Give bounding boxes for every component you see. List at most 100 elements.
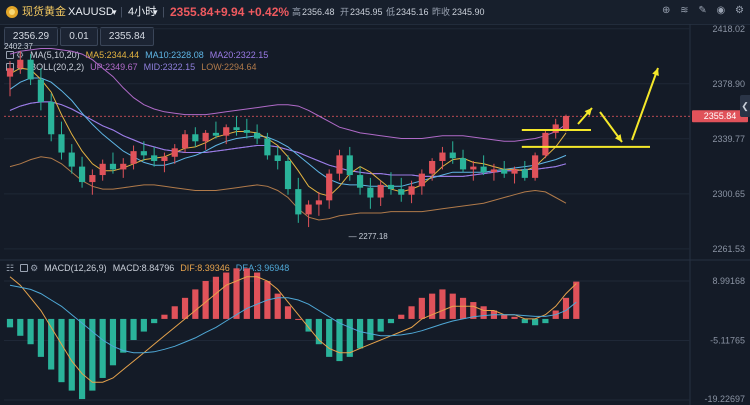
projection-arrow-down-head xyxy=(614,134,622,142)
candle-body xyxy=(490,169,498,173)
boll-mid-value: MID:2322.15 xyxy=(143,62,196,72)
candle xyxy=(439,146,446,170)
macd-bar xyxy=(532,318,539,326)
settings-mini-icon[interactable]: ⚙ xyxy=(30,263,39,273)
macd-bar xyxy=(171,306,178,319)
macd-legend: ☷ ⚙ MACD(12,26,9) MACD:8.84796 DIF:8.39346 DE… xyxy=(6,263,295,274)
macd-bar xyxy=(326,318,333,357)
boll-title: BOLL(20,2,2) xyxy=(30,62,85,72)
macd-title: MACD(12,26,9) xyxy=(44,263,107,273)
candle xyxy=(99,159,106,181)
candle-body xyxy=(140,151,147,156)
crosshair-icon[interactable]: ⊕ xyxy=(662,5,671,16)
macd-bar xyxy=(439,289,446,319)
collapse-icon[interactable] xyxy=(6,51,14,59)
symbol-code[interactable]: XAUUSD xyxy=(68,6,114,18)
candle xyxy=(552,118,559,139)
candle xyxy=(367,177,374,209)
candle-body xyxy=(243,130,250,133)
sell-price-box[interactable]: 2356.29 xyxy=(4,27,58,46)
last-price: 2355.84 xyxy=(170,5,214,19)
buy-price-box[interactable]: 2355.84 xyxy=(100,27,154,46)
macd-tick-label: -5.11765 xyxy=(710,336,745,346)
eye-icon[interactable]: ☷ xyxy=(6,263,15,273)
macd-bar xyxy=(6,318,14,328)
open-value: 2345.95 xyxy=(350,7,383,17)
candle xyxy=(429,158,436,181)
candle-body xyxy=(532,155,539,178)
candle xyxy=(37,68,44,111)
high-value: 2356.48 xyxy=(302,7,335,17)
macd-bar xyxy=(429,293,436,319)
candle-body xyxy=(161,156,168,161)
candle xyxy=(171,144,178,164)
candle-body xyxy=(377,184,384,198)
collapse-panel-button[interactable]: ❮ xyxy=(740,95,750,117)
candle xyxy=(490,163,498,181)
candle-body xyxy=(336,155,343,174)
candle-body xyxy=(109,163,117,170)
price-change-pct: +0.42% xyxy=(248,5,290,19)
candle xyxy=(346,146,353,181)
drawing-icon[interactable]: ✎ xyxy=(698,5,707,16)
candle xyxy=(151,146,158,167)
macd-bar xyxy=(367,318,374,341)
projection-arrow-up-1 xyxy=(577,107,593,125)
candle xyxy=(408,180,415,204)
candle xyxy=(356,166,364,195)
ma-title: MA(5,10,20) xyxy=(30,50,80,60)
timeframe-chevron-icon[interactable]: ▾ xyxy=(153,7,158,17)
macd-bar xyxy=(130,318,137,341)
candle-body xyxy=(37,79,44,102)
candle xyxy=(274,146,281,170)
candle xyxy=(212,121,220,139)
candle-body xyxy=(552,124,559,133)
candle-body xyxy=(408,186,415,195)
candle xyxy=(326,169,333,209)
candle xyxy=(459,149,467,173)
candle-body xyxy=(68,152,75,167)
candle xyxy=(542,130,549,159)
candle xyxy=(68,144,75,174)
candle-body xyxy=(418,173,425,187)
candle xyxy=(233,115,240,136)
candle-body xyxy=(501,169,508,174)
camera-icon[interactable]: ◉ xyxy=(716,5,726,16)
settings-icon[interactable]: ⚙ xyxy=(735,5,744,16)
indicator-icon[interactable]: ≋ xyxy=(680,5,689,16)
candle xyxy=(562,114,570,132)
candle-body xyxy=(171,148,178,157)
candle xyxy=(449,141,456,164)
price-tick-label: 2300.65 xyxy=(712,189,745,199)
macd-bar xyxy=(295,318,302,320)
macd-bar xyxy=(68,318,75,391)
candle xyxy=(17,51,24,74)
candle xyxy=(501,160,508,178)
candle-body xyxy=(181,134,189,149)
symbol-name[interactable]: 现货黄金 xyxy=(22,6,66,18)
projection-arrow-up-2-head xyxy=(652,68,659,76)
macd-bar xyxy=(202,280,209,319)
macd-bar xyxy=(315,318,322,345)
candle xyxy=(223,124,230,145)
candle xyxy=(130,145,137,170)
candle-body xyxy=(295,189,302,215)
ma10-value: MA10:2328.08 xyxy=(145,50,204,60)
timeframe-select[interactable]: 4小时 xyxy=(128,6,157,18)
candle-body xyxy=(58,134,65,153)
candle-body xyxy=(192,134,199,142)
top-bar: 现货黄金 XAUUSD ▾ | 4小时 ▾ | 2355.84 +9.94 +0… xyxy=(0,0,750,25)
divider: | xyxy=(120,6,123,18)
chevron-down-icon[interactable]: ▾ xyxy=(112,7,117,17)
collapse-icon[interactable] xyxy=(20,264,29,272)
low-value: 2345.16 xyxy=(396,7,429,17)
macd-tick-label: -19.22697 xyxy=(704,394,745,404)
candle-body xyxy=(48,101,55,135)
macd-bar xyxy=(78,318,86,400)
boll-upper-line xyxy=(9,48,567,142)
macd-bar xyxy=(17,318,24,336)
candle-body xyxy=(120,163,127,170)
macd-bar xyxy=(48,318,55,370)
lot-size-input[interactable]: 0.01 xyxy=(60,27,98,46)
